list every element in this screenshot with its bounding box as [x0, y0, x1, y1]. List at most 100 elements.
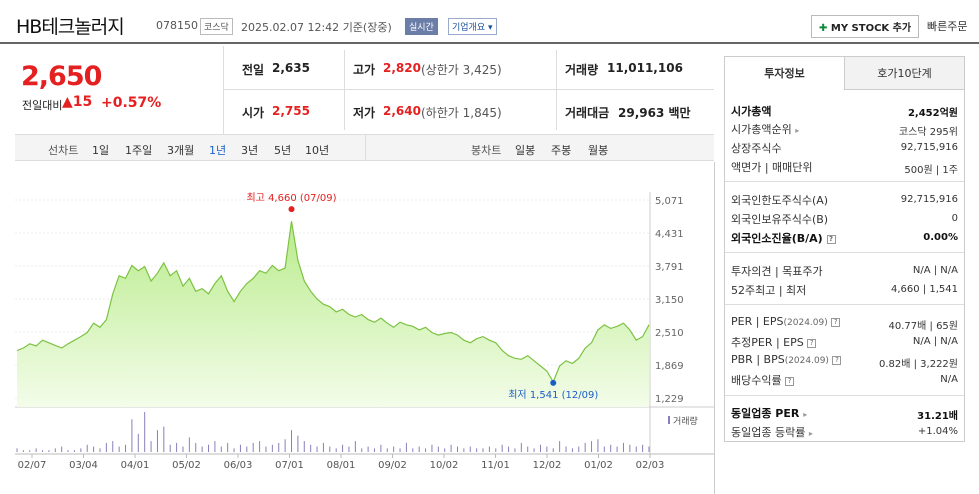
volume-bar: [629, 444, 631, 452]
change-percent: +0.57%: [101, 95, 162, 111]
volume-bar: [303, 441, 305, 452]
divider: [714, 162, 715, 494]
volume-bar: [380, 444, 382, 452]
volume-bar: [22, 450, 24, 452]
volume-bar: [220, 446, 222, 452]
volume-bar: [227, 442, 229, 452]
industry-per-label[interactable]: 동일업종 PER ▸: [731, 407, 808, 420]
volume-bar: [80, 448, 82, 452]
volume-bar: [603, 446, 605, 452]
candle-monthly[interactable]: 월봉: [588, 144, 609, 157]
high-label: 고가: [353, 63, 376, 77]
up-triangle-icon: ▲: [62, 94, 73, 110]
industry-change-label[interactable]: 동일업종 등락률 ▸: [731, 426, 813, 439]
volume-bar: [533, 448, 535, 452]
volume-bar: [386, 448, 388, 452]
dividend-yield-label: 배당수익률 ?: [731, 372, 795, 388]
my-stock-add-button[interactable]: ✚ MY STOCK 추가: [811, 15, 920, 38]
period-1y[interactable]: 1년: [209, 144, 227, 157]
help-icon[interactable]: ?: [832, 355, 842, 365]
divider: [725, 252, 964, 253]
x-tick-label: 12/02: [533, 460, 562, 471]
volume-bar: [405, 442, 407, 452]
period-3y[interactable]: 3년: [241, 144, 259, 157]
week52-label: 52주최고 | 최저: [731, 284, 807, 297]
volume-bar: [16, 448, 18, 452]
help-icon[interactable]: ?: [807, 338, 817, 348]
volume-bar: [469, 446, 471, 452]
low-label: 저가: [353, 106, 376, 120]
volume-bar: [399, 448, 401, 452]
help-icon[interactable]: ?: [826, 234, 836, 244]
volume-bar: [29, 450, 31, 452]
max-marker: [288, 206, 295, 213]
x-tick-label: 06/03: [224, 460, 253, 471]
volume-bar: [373, 448, 375, 452]
x-tick-label: 11/01: [481, 460, 510, 471]
market-cap-rank-label[interactable]: 시가총액순위 ▸: [731, 123, 800, 136]
quote-datetime: 2025.02.07 12:42 기준(장중): [241, 21, 392, 34]
y-tick-label: 1,869: [655, 361, 684, 372]
volume-bar: [476, 448, 478, 452]
volume-bar: [488, 446, 490, 452]
volume-bar: [559, 441, 561, 452]
amount-label: 거래대금: [565, 106, 610, 120]
week52-value: 4,660 | 1,541: [891, 284, 958, 295]
volume-bar: [137, 433, 139, 452]
volume-bar: [118, 446, 120, 452]
volume-bar: [99, 448, 101, 452]
help-icon[interactable]: ?: [831, 317, 841, 327]
volume-label: 거래량: [565, 63, 599, 77]
volume-legend-swatch: [668, 416, 670, 424]
volume-bar: [150, 441, 152, 452]
volume-bar: [310, 444, 312, 452]
volume-legend-label: 거래량: [673, 415, 698, 427]
company-overview-dropdown[interactable]: 기업개요 ▾: [448, 18, 497, 35]
volume-bar: [316, 446, 318, 452]
price-chart[interactable]: 5,071 4,431 3,791 3,150 2,510 1,869 1,229 최고 4,…: [15, 162, 714, 494]
volume-bar: [156, 430, 158, 452]
volume-value: 11,011,106: [607, 61, 683, 75]
volume-bar: [265, 446, 267, 452]
realtime-button[interactable]: 실시간: [405, 18, 438, 35]
listed-shares-value: 92,715,916: [900, 142, 958, 153]
candle-chart-label: 봉차트: [471, 144, 502, 157]
tab-investment-info[interactable]: 투자정보: [725, 57, 845, 90]
volume-bar: [508, 446, 510, 452]
volume-bar: [335, 448, 337, 452]
volume-bar: [622, 442, 624, 452]
period-5y[interactable]: 5년: [274, 144, 292, 157]
period-3m[interactable]: 3개월: [167, 144, 195, 157]
volume-bar: [208, 444, 210, 452]
help-icon[interactable]: ?: [785, 376, 795, 386]
volume-bar: [48, 450, 50, 452]
market-badge: 코스닥: [200, 18, 233, 35]
volume-bar: [552, 448, 554, 452]
volume-bar: [482, 448, 484, 452]
x-tick-label: 08/01: [327, 460, 356, 471]
volume-bar: [450, 444, 452, 452]
x-tick-label: 10/02: [430, 460, 459, 471]
tab-order-book[interactable]: 호가10단계: [845, 57, 964, 90]
volume-bar: [131, 419, 133, 452]
company-name[interactable]: HB테크놀러지: [16, 16, 125, 38]
period-10y[interactable]: 10년: [305, 144, 330, 157]
divider: [223, 46, 224, 134]
volume-bar: [112, 441, 114, 452]
period-1d[interactable]: 1일: [92, 144, 110, 157]
volume-bar: [418, 446, 420, 452]
x-tick-label: 03/04: [69, 460, 98, 471]
foreign-holding-label: 외국인보유주식수(B): [731, 213, 829, 226]
per-eps-value: 40.77배 | 65원: [888, 321, 958, 332]
foreign-ratio-value: 0.00%: [923, 232, 958, 243]
volume-bar: [278, 442, 280, 452]
quick-order-button[interactable]: 빠른주문: [927, 20, 968, 33]
foreign-limit-label: 외국인한도주식수(A): [731, 194, 829, 207]
min-marker: [550, 379, 557, 386]
candle-daily[interactable]: 일봉: [515, 144, 536, 157]
volume-bar: [635, 446, 637, 452]
period-1w[interactable]: 1주일: [125, 144, 153, 157]
divider: [725, 181, 964, 182]
candle-weekly[interactable]: 주봉: [551, 144, 572, 157]
volume-bar: [329, 446, 331, 452]
